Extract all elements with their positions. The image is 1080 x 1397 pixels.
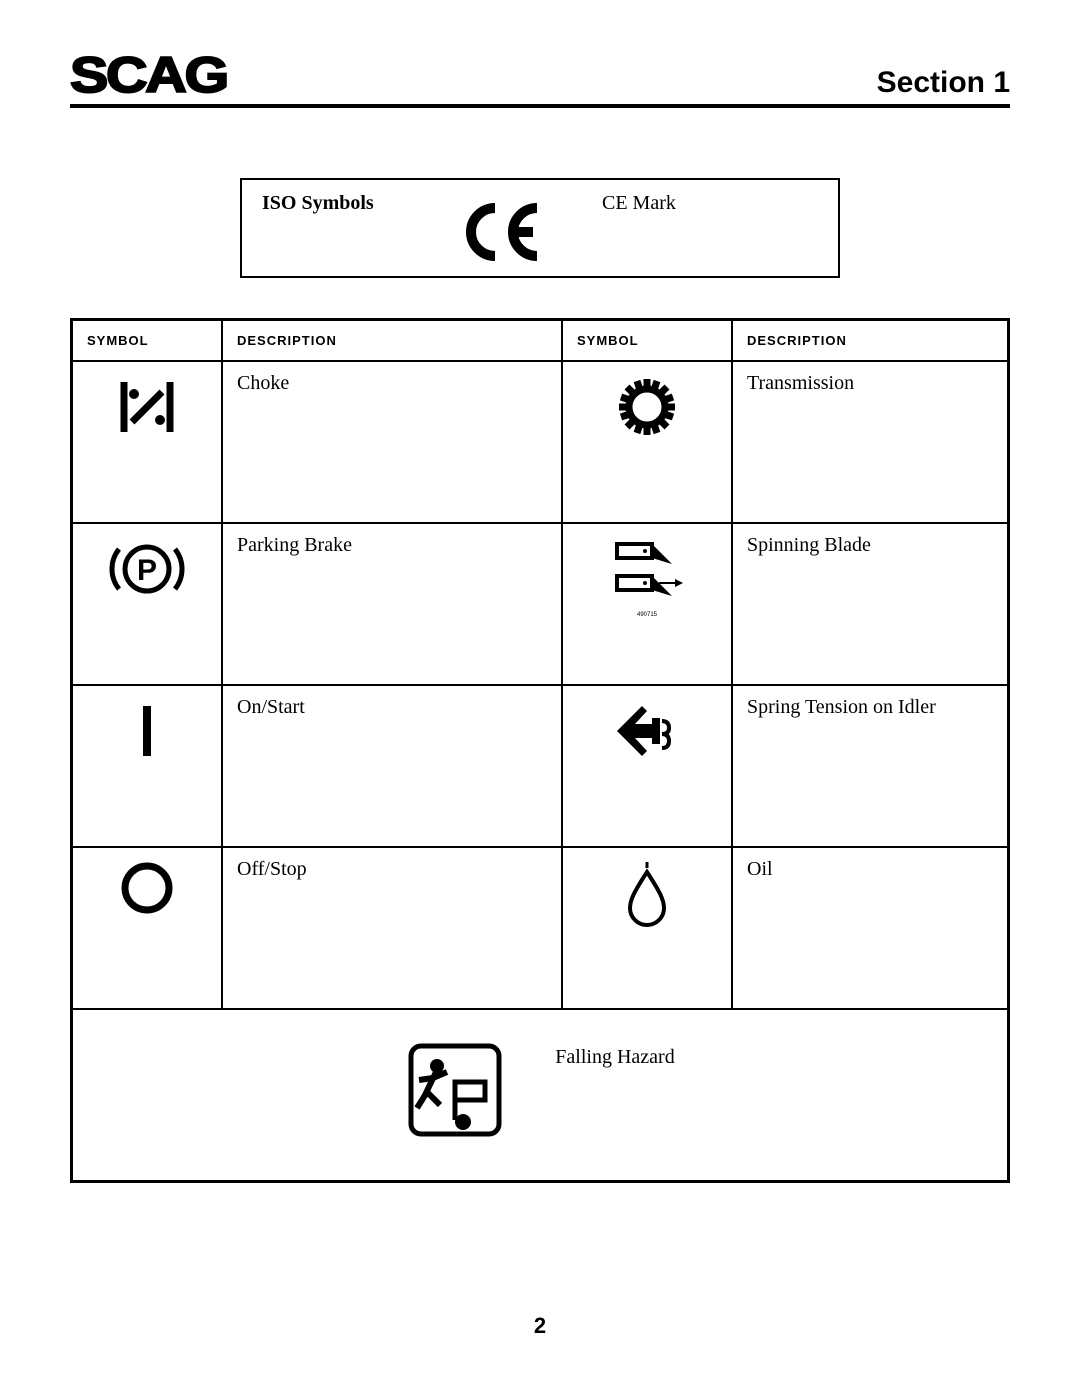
th-desc-2: DESCRIPTION — [732, 320, 1009, 362]
section-title: Section 1 — [877, 66, 1010, 100]
table-row: On/Start Spring Tension on Idler — [72, 685, 1009, 847]
oil-icon — [562, 847, 732, 1009]
choke-label: Choke — [222, 361, 562, 523]
table-row: Choke — [72, 361, 1009, 523]
spinning-blade-label: Spinning Blade — [732, 523, 1009, 685]
ce-mark-icon — [442, 192, 562, 272]
off-stop-icon — [72, 847, 223, 1009]
transmission-icon — [562, 361, 732, 523]
subnum: 490715 — [637, 612, 658, 618]
spring-tension-label: Spring Tension on Idler — [732, 685, 1009, 847]
iso-symbols-box: ISO Symbols CE Mark — [240, 178, 840, 278]
spinning-blade-icon: 490715 — [562, 523, 732, 685]
th-symbol-1: SYMBOL — [72, 320, 223, 362]
table-row: P Parking Brake — [72, 523, 1009, 685]
on-start-label: On/Start — [222, 685, 562, 847]
ce-mark-label: CE Mark — [562, 192, 676, 215]
parking-brake-icon: P — [72, 523, 223, 685]
oil-label: Oil — [732, 847, 1009, 1009]
table-row-bottom: Falling Hazard — [72, 1009, 1009, 1182]
table-row: Off/Stop Oil — [72, 847, 1009, 1009]
page-number: 2 — [70, 1313, 1010, 1339]
header: SCAG Section 1 — [70, 50, 1010, 108]
on-start-icon — [72, 685, 223, 847]
transmission-label: Transmission — [732, 361, 1009, 523]
off-stop-label: Off/Stop — [222, 847, 562, 1009]
spring-tension-icon — [562, 685, 732, 847]
brand-logo: SCAG — [70, 50, 227, 100]
svg-text:P: P — [137, 554, 157, 587]
choke-icon — [72, 361, 223, 523]
symbols-table: SYMBOL DESCRIPTION SYMBOL DESCRIPTION — [70, 318, 1010, 1183]
page: SCAG Section 1 ISO Symbols CE Mark SYMBO… — [0, 0, 1080, 1369]
falling-hazard-label: Falling Hazard — [555, 1040, 674, 1069]
th-desc-1: DESCRIPTION — [222, 320, 562, 362]
iso-label: ISO Symbols — [262, 192, 442, 215]
parking-brake-label: Parking Brake — [222, 523, 562, 685]
th-symbol-2: SYMBOL — [562, 320, 732, 362]
falling-hazard-icon — [405, 1040, 505, 1140]
